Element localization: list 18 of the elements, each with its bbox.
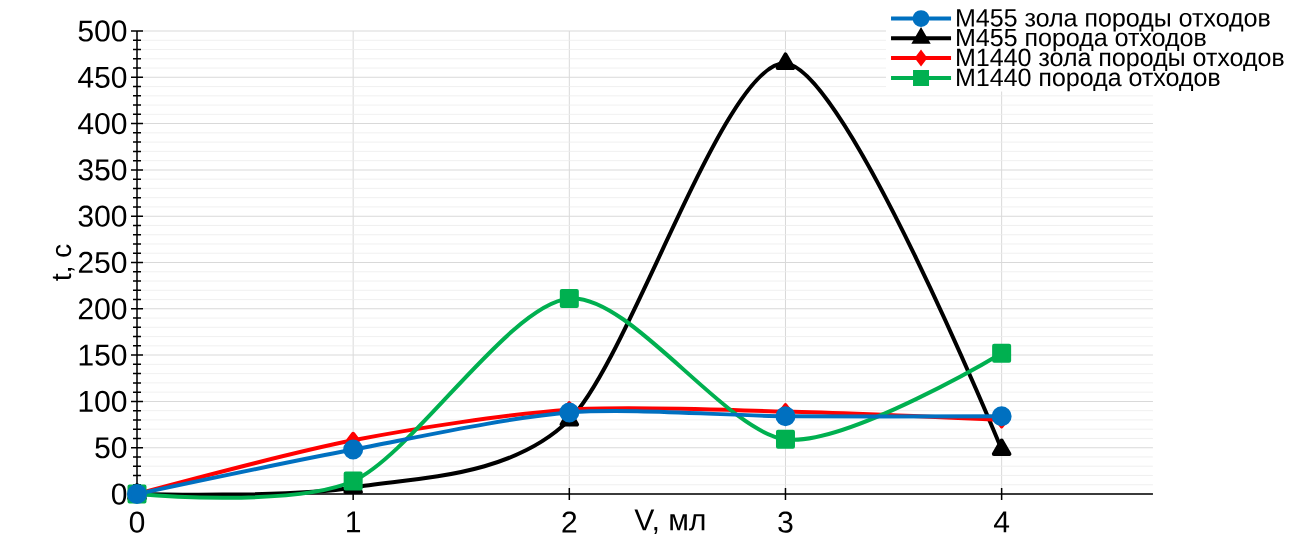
x-tick-label: 3 <box>778 511 793 533</box>
y-tick-label: 200 <box>78 298 127 320</box>
y-tick-label: 250 <box>78 251 127 274</box>
y-axis-title: t, с <box>52 244 75 281</box>
x-tick-label: 0 <box>129 511 145 533</box>
y-tick-label: 300 <box>78 205 127 227</box>
y-tick-label: 450 <box>78 66 127 88</box>
x-axis-title: V, мл <box>634 509 705 535</box>
y-tick-label: 400 <box>78 112 127 135</box>
x-tick-label: 4 <box>993 511 1010 533</box>
x-tick-label: 1 <box>347 511 361 533</box>
y-tick-label: 150 <box>79 344 127 366</box>
y-tick-label: 500 <box>78 20 127 42</box>
y-tick-label: 350 <box>78 159 127 181</box>
y-tick-label: 50 <box>95 437 127 459</box>
y-tick-label: 0 <box>111 483 127 505</box>
x-tick-label: 2 <box>562 511 577 533</box>
y-tick-label: 100 <box>79 390 127 413</box>
